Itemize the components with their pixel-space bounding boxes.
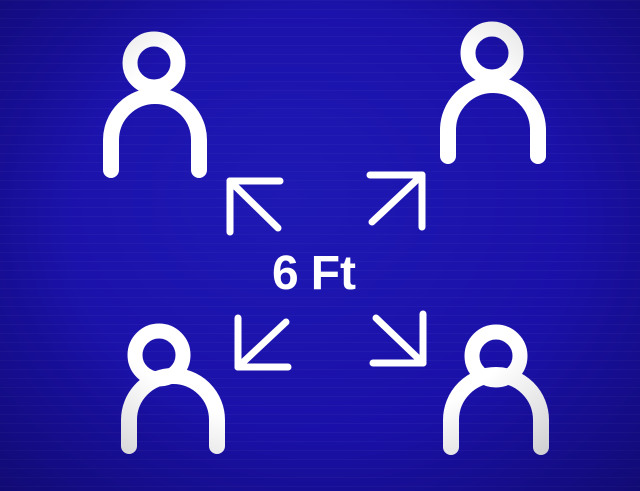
person-head bbox=[122, 31, 186, 95]
person-icon-top-left bbox=[103, 31, 207, 178]
arrow-down-right-icon bbox=[369, 310, 427, 367]
distance-value: 6 bbox=[272, 247, 299, 300]
person-body bbox=[121, 368, 225, 454]
arrow-down-left-icon bbox=[234, 314, 292, 371]
person-icon-bottom-right bbox=[443, 324, 549, 455]
distance-unit: Ft bbox=[310, 247, 357, 300]
arrow-up-right-icon bbox=[366, 171, 426, 231]
person-icon-top-right bbox=[440, 21, 546, 164]
person-head bbox=[460, 21, 524, 85]
person-body bbox=[443, 367, 549, 455]
person-body bbox=[440, 77, 546, 164]
person-body bbox=[103, 88, 207, 178]
distance-label: 6 Ft bbox=[272, 244, 356, 304]
person-icon-bottom-left bbox=[121, 323, 225, 454]
arrow-up-left-icon bbox=[226, 177, 284, 236]
